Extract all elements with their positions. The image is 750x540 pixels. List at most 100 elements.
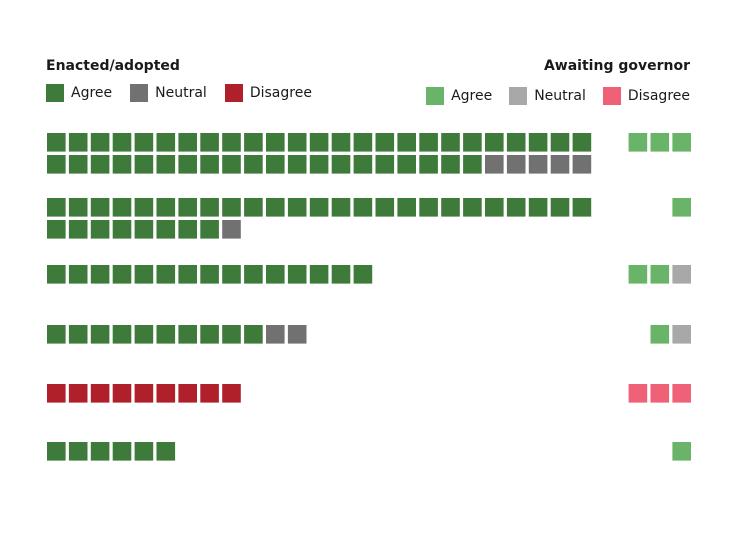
waffle-unit-enacted-agree — [134, 198, 154, 217]
waffle-unit-awaiting-agree — [650, 325, 670, 344]
waffle-unit-enacted-neutral — [266, 325, 285, 344]
legend-swatch-awaiting-disagree — [602, 87, 621, 105]
waffle-unit-enacted-neutral — [528, 155, 548, 174]
waffle-unit-enacted-agree — [178, 220, 197, 239]
waffle-unit-enacted-agree — [47, 155, 66, 174]
waffle-unit-enacted-agree — [222, 155, 241, 174]
legend-item-awaiting-agree: Agree — [426, 87, 492, 105]
waffle-unit-enacted-neutral — [485, 155, 504, 174]
waffle-unit-enacted-agree — [550, 198, 570, 217]
waffle-unit-enacted-disagree — [134, 384, 154, 403]
waffle-unit-enacted-disagree — [112, 384, 132, 403]
legend-label-enacted-agree: Agree — [71, 85, 113, 101]
waffle-unit-enacted-agree — [309, 265, 329, 284]
waffle-unit-enacted-agree — [90, 133, 110, 152]
waffle-unit-enacted-agree — [375, 155, 395, 174]
waffle-unit-enacted-agree — [156, 133, 176, 152]
waffle-unit-enacted-agree — [200, 155, 219, 174]
legend-label-enacted-disagree: Disagree — [249, 85, 312, 101]
waffle-unit-enacted-agree — [397, 155, 416, 174]
legend-label-enacted-neutral: Neutral — [155, 85, 207, 101]
waffle-unit-enacted-neutral — [550, 155, 570, 174]
waffle-unit-enacted-agree — [47, 133, 66, 152]
waffle-unit-enacted-agree — [112, 220, 132, 239]
waffle-unit-enacted-agree — [47, 325, 66, 344]
waffle-unit-enacted-agree — [156, 442, 176, 461]
waffle-unit-enacted-disagree — [47, 384, 66, 403]
waffle-unit-enacted-agree — [331, 265, 351, 284]
waffle-unit-enacted-agree — [441, 198, 460, 217]
waffle-unit-enacted-agree — [112, 442, 132, 461]
waffle-unit-enacted-agree — [244, 133, 263, 152]
waffle-unit-enacted-disagree — [200, 384, 219, 403]
waffle-unit-enacted-neutral — [506, 155, 526, 174]
waffle-unit-enacted-agree — [156, 220, 176, 239]
waffle-unit-enacted-agree — [112, 155, 132, 174]
waffle-unit-enacted-agree — [47, 442, 66, 461]
waffle-unit-enacted-agree — [244, 198, 263, 217]
waffle-unit-enacted-agree — [309, 133, 329, 152]
waffle-unit-awaiting-neutral — [672, 265, 691, 284]
legend-swatch-enacted-agree — [46, 84, 64, 102]
waffle-unit-enacted-disagree — [222, 384, 241, 403]
waffle-unit-enacted-agree — [134, 220, 154, 239]
waffle-unit-awaiting-agree — [672, 133, 691, 152]
legend-label-awaiting-disagree: Disagree — [627, 88, 690, 104]
waffle-unit-enacted-agree — [200, 220, 219, 239]
waffle-unit-enacted-agree — [266, 133, 285, 152]
waffle-unit-enacted-agree — [419, 198, 438, 217]
waffle-unit-enacted-agree — [287, 198, 307, 217]
waffle-unit-enacted-agree — [331, 198, 351, 217]
waffle-unit-enacted-agree — [134, 325, 154, 344]
waffle-unit-enacted-agree — [90, 442, 110, 461]
legend-swatch-enacted-disagree — [224, 84, 243, 102]
waffle-unit-awaiting-agree — [672, 442, 691, 461]
waffle-unit-enacted-agree — [266, 198, 285, 217]
waffle-unit-enacted-agree — [156, 325, 176, 344]
legend-title-awaiting: Awaiting governor — [543, 58, 690, 74]
waffle-unit-enacted-agree — [200, 133, 219, 152]
waffle-unit-enacted-agree — [178, 155, 197, 174]
waffle-unit-enacted-disagree — [178, 384, 197, 403]
waffle-unit-enacted-agree — [441, 155, 460, 174]
waffle-unit-awaiting-disagree — [650, 384, 670, 403]
waffle-unit-enacted-agree — [463, 198, 482, 217]
waffle-unit-enacted-agree — [47, 265, 66, 284]
waffle-unit-enacted-agree — [572, 198, 592, 217]
waffle-unit-enacted-disagree — [68, 384, 88, 403]
waffle-unit-enacted-agree — [47, 220, 66, 239]
waffle-unit-enacted-agree — [68, 198, 88, 217]
waffle-unit-enacted-agree — [68, 265, 88, 284]
waffle-unit-enacted-agree — [353, 133, 373, 152]
waffle-unit-enacted-agree — [375, 133, 395, 152]
waffle-unit-enacted-agree — [266, 155, 285, 174]
legend-item-awaiting-disagree: Disagree — [602, 87, 690, 105]
waffle-unit-awaiting-agree — [650, 265, 670, 284]
waffle-unit-awaiting-neutral — [672, 325, 691, 344]
waffle-unit-awaiting-agree — [650, 133, 670, 152]
waffle-unit-enacted-agree — [68, 155, 88, 174]
waffle-unit-enacted-agree — [200, 198, 219, 217]
waffle-unit-enacted-agree — [309, 198, 329, 217]
waffle-unit-enacted-agree — [244, 265, 263, 284]
waffle-unit-enacted-agree — [112, 133, 132, 152]
waffle-unit-enacted-agree — [90, 325, 110, 344]
waffle-unit-enacted-agree — [266, 265, 285, 284]
legend-swatch-awaiting-neutral — [509, 87, 528, 105]
waffle-unit-enacted-agree — [331, 155, 351, 174]
waffle-unit-enacted-neutral — [572, 155, 592, 174]
waffle-unit-enacted-agree — [112, 265, 132, 284]
waffle-unit-enacted-agree — [397, 133, 416, 152]
waffle-unit-enacted-agree — [156, 265, 176, 284]
waffle-unit-enacted-agree — [528, 198, 548, 217]
waffle-unit-enacted-agree — [222, 133, 241, 152]
waffle-unit-enacted-agree — [485, 198, 504, 217]
waffle-unit-enacted-agree — [441, 133, 460, 152]
waffle-unit-enacted-agree — [353, 155, 373, 174]
legend-item-enacted-disagree: Disagree — [224, 84, 312, 102]
waffle-unit-enacted-agree — [550, 133, 570, 152]
waffle-unit-enacted-agree — [134, 155, 154, 174]
legend-item-enacted-neutral: Neutral — [130, 84, 207, 102]
waffle-unit-awaiting-agree — [672, 198, 691, 217]
